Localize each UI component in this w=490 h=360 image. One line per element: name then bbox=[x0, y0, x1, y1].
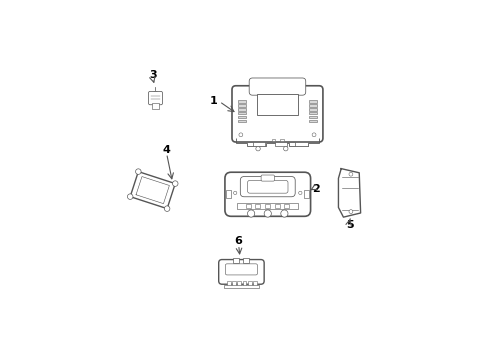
Circle shape bbox=[256, 147, 260, 151]
Bar bbox=[257, 94, 298, 115]
Bar bbox=[243, 258, 249, 263]
Bar bbox=[224, 285, 259, 288]
Bar bbox=[238, 116, 246, 118]
Bar bbox=[272, 139, 275, 141]
Bar bbox=[152, 103, 159, 109]
Text: 5: 5 bbox=[346, 220, 353, 230]
Bar bbox=[265, 204, 270, 208]
Text: 3: 3 bbox=[149, 70, 156, 80]
Circle shape bbox=[247, 210, 255, 217]
Bar bbox=[238, 108, 246, 111]
Circle shape bbox=[127, 194, 133, 199]
Circle shape bbox=[312, 133, 316, 137]
Bar bbox=[309, 108, 317, 111]
Bar bbox=[233, 258, 239, 263]
FancyBboxPatch shape bbox=[249, 78, 306, 95]
Circle shape bbox=[299, 191, 302, 194]
Bar bbox=[232, 281, 236, 286]
Circle shape bbox=[239, 133, 243, 137]
Text: 2: 2 bbox=[313, 184, 320, 194]
FancyBboxPatch shape bbox=[225, 264, 258, 275]
Bar bbox=[238, 112, 246, 114]
Bar bbox=[237, 203, 298, 208]
Bar bbox=[248, 281, 251, 286]
Bar bbox=[255, 204, 260, 208]
Bar bbox=[275, 204, 280, 208]
Text: 1: 1 bbox=[210, 96, 218, 107]
FancyBboxPatch shape bbox=[247, 180, 288, 193]
Bar bbox=[253, 281, 257, 286]
Bar bbox=[238, 104, 246, 107]
Circle shape bbox=[234, 191, 237, 194]
Bar bbox=[245, 204, 250, 208]
Circle shape bbox=[172, 181, 178, 186]
Bar bbox=[295, 142, 308, 146]
Bar bbox=[227, 281, 231, 286]
Bar bbox=[309, 116, 317, 118]
FancyBboxPatch shape bbox=[261, 175, 274, 181]
Bar bbox=[309, 104, 317, 107]
Bar bbox=[280, 139, 284, 141]
FancyBboxPatch shape bbox=[219, 260, 264, 284]
Bar bbox=[226, 190, 231, 198]
FancyBboxPatch shape bbox=[232, 86, 323, 142]
Bar bbox=[238, 281, 241, 286]
Bar bbox=[275, 142, 287, 146]
Bar bbox=[309, 120, 317, 122]
Circle shape bbox=[284, 147, 288, 151]
Bar bbox=[284, 204, 290, 208]
Polygon shape bbox=[339, 168, 361, 217]
Bar bbox=[252, 142, 265, 146]
Polygon shape bbox=[130, 172, 175, 209]
Bar bbox=[243, 281, 246, 286]
Text: 4: 4 bbox=[163, 145, 171, 155]
Text: 6: 6 bbox=[235, 237, 243, 246]
Bar bbox=[309, 100, 317, 103]
Bar bbox=[238, 120, 246, 122]
FancyBboxPatch shape bbox=[240, 176, 295, 197]
Circle shape bbox=[164, 206, 170, 211]
Polygon shape bbox=[152, 91, 159, 97]
Bar bbox=[238, 100, 246, 103]
Bar bbox=[304, 190, 310, 198]
FancyBboxPatch shape bbox=[225, 172, 311, 216]
Circle shape bbox=[281, 210, 288, 217]
Bar bbox=[309, 112, 317, 114]
Circle shape bbox=[349, 172, 353, 176]
Circle shape bbox=[264, 210, 271, 217]
Circle shape bbox=[349, 210, 353, 213]
Circle shape bbox=[136, 169, 141, 174]
FancyBboxPatch shape bbox=[148, 91, 162, 105]
